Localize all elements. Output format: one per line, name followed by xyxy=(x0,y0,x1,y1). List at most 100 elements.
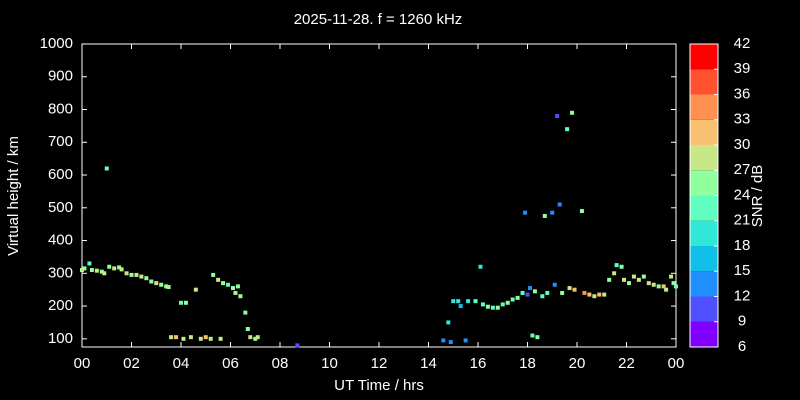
colorbar-tick-label: 21 xyxy=(734,212,751,229)
point xyxy=(248,335,253,340)
point xyxy=(560,290,565,295)
point xyxy=(592,294,597,299)
point xyxy=(671,281,676,286)
point xyxy=(602,292,607,297)
point xyxy=(463,338,468,343)
point xyxy=(208,336,213,341)
colorbar-tick-label: 24 xyxy=(734,186,751,203)
point xyxy=(166,285,171,290)
y-axis-label: Virtual height / km xyxy=(5,136,22,256)
point xyxy=(490,305,495,310)
colorbar-band xyxy=(690,69,718,95)
x-tick-label: 22 xyxy=(618,355,635,372)
x-tick-label: 04 xyxy=(173,355,190,372)
point xyxy=(565,127,570,132)
point xyxy=(164,284,169,289)
colorbar-tick-label: 18 xyxy=(734,237,751,254)
point xyxy=(226,282,231,287)
point xyxy=(540,294,545,299)
colorbar-band xyxy=(690,94,718,120)
colorbar-band xyxy=(690,271,718,297)
point xyxy=(646,281,651,286)
point xyxy=(456,299,461,304)
colorbar-tick-label: 15 xyxy=(734,262,751,279)
point xyxy=(530,333,535,338)
point xyxy=(520,290,525,295)
point xyxy=(154,281,159,286)
point xyxy=(636,277,641,282)
point xyxy=(253,336,258,341)
point xyxy=(622,277,627,282)
point xyxy=(80,268,84,273)
point xyxy=(448,340,453,345)
point xyxy=(631,274,636,279)
x-tick-label: 16 xyxy=(470,355,487,372)
point xyxy=(567,286,572,291)
colorbar-band xyxy=(690,145,718,171)
point xyxy=(233,290,238,295)
colorbar-tick-label: 9 xyxy=(738,313,746,330)
colorbar-tick-label: 42 xyxy=(734,35,751,52)
point xyxy=(485,304,490,309)
point xyxy=(451,299,456,304)
x-tick-label: 08 xyxy=(272,355,289,372)
point xyxy=(669,274,674,279)
point xyxy=(193,287,198,292)
point xyxy=(181,336,186,341)
y-tick-label: 200 xyxy=(48,297,73,314)
point xyxy=(656,284,661,289)
point xyxy=(614,263,619,268)
point xyxy=(243,310,248,315)
colorbar-tick-label: 39 xyxy=(734,60,751,77)
point xyxy=(535,335,540,340)
point xyxy=(216,277,221,282)
colorbar-band xyxy=(690,220,718,246)
point xyxy=(188,335,193,340)
point xyxy=(446,320,451,325)
point xyxy=(500,302,505,307)
point xyxy=(129,272,134,277)
point xyxy=(255,335,260,340)
point xyxy=(466,299,471,304)
point xyxy=(587,292,592,297)
x-tick-label: 00 xyxy=(668,355,685,372)
x-tick-label: 06 xyxy=(222,355,239,372)
x-tick-label: 20 xyxy=(569,355,586,372)
y-tick-label: 300 xyxy=(48,264,73,281)
x-tick-label: 00 xyxy=(74,355,91,372)
point xyxy=(238,294,243,299)
y-tick-label: 500 xyxy=(48,199,73,216)
y-tick-label: 400 xyxy=(48,232,73,249)
point xyxy=(515,295,520,300)
point xyxy=(458,304,463,309)
point xyxy=(523,210,528,215)
colorbar-tick-label: 30 xyxy=(734,136,751,153)
point xyxy=(119,267,124,272)
point xyxy=(203,335,208,340)
point xyxy=(664,287,669,292)
plot-frame xyxy=(81,43,677,348)
point xyxy=(221,281,226,286)
point xyxy=(542,213,547,218)
point xyxy=(169,335,174,340)
x-axis-label: UT Time / hrs xyxy=(334,377,424,394)
point xyxy=(550,210,555,215)
colorbar-tick-label: 33 xyxy=(734,111,751,128)
point xyxy=(572,287,577,292)
point xyxy=(505,300,510,305)
colorbar-label: SNR / dB xyxy=(749,165,766,228)
point xyxy=(619,264,624,269)
point xyxy=(198,336,203,341)
point xyxy=(179,300,183,305)
point xyxy=(104,166,109,171)
point xyxy=(235,284,240,289)
point xyxy=(87,261,92,266)
point xyxy=(117,265,122,270)
point xyxy=(579,209,584,214)
point xyxy=(626,281,631,286)
colorbar-band xyxy=(690,296,718,322)
colorbar-band xyxy=(690,119,718,145)
point xyxy=(495,305,500,310)
point xyxy=(570,110,575,115)
point xyxy=(139,274,144,279)
